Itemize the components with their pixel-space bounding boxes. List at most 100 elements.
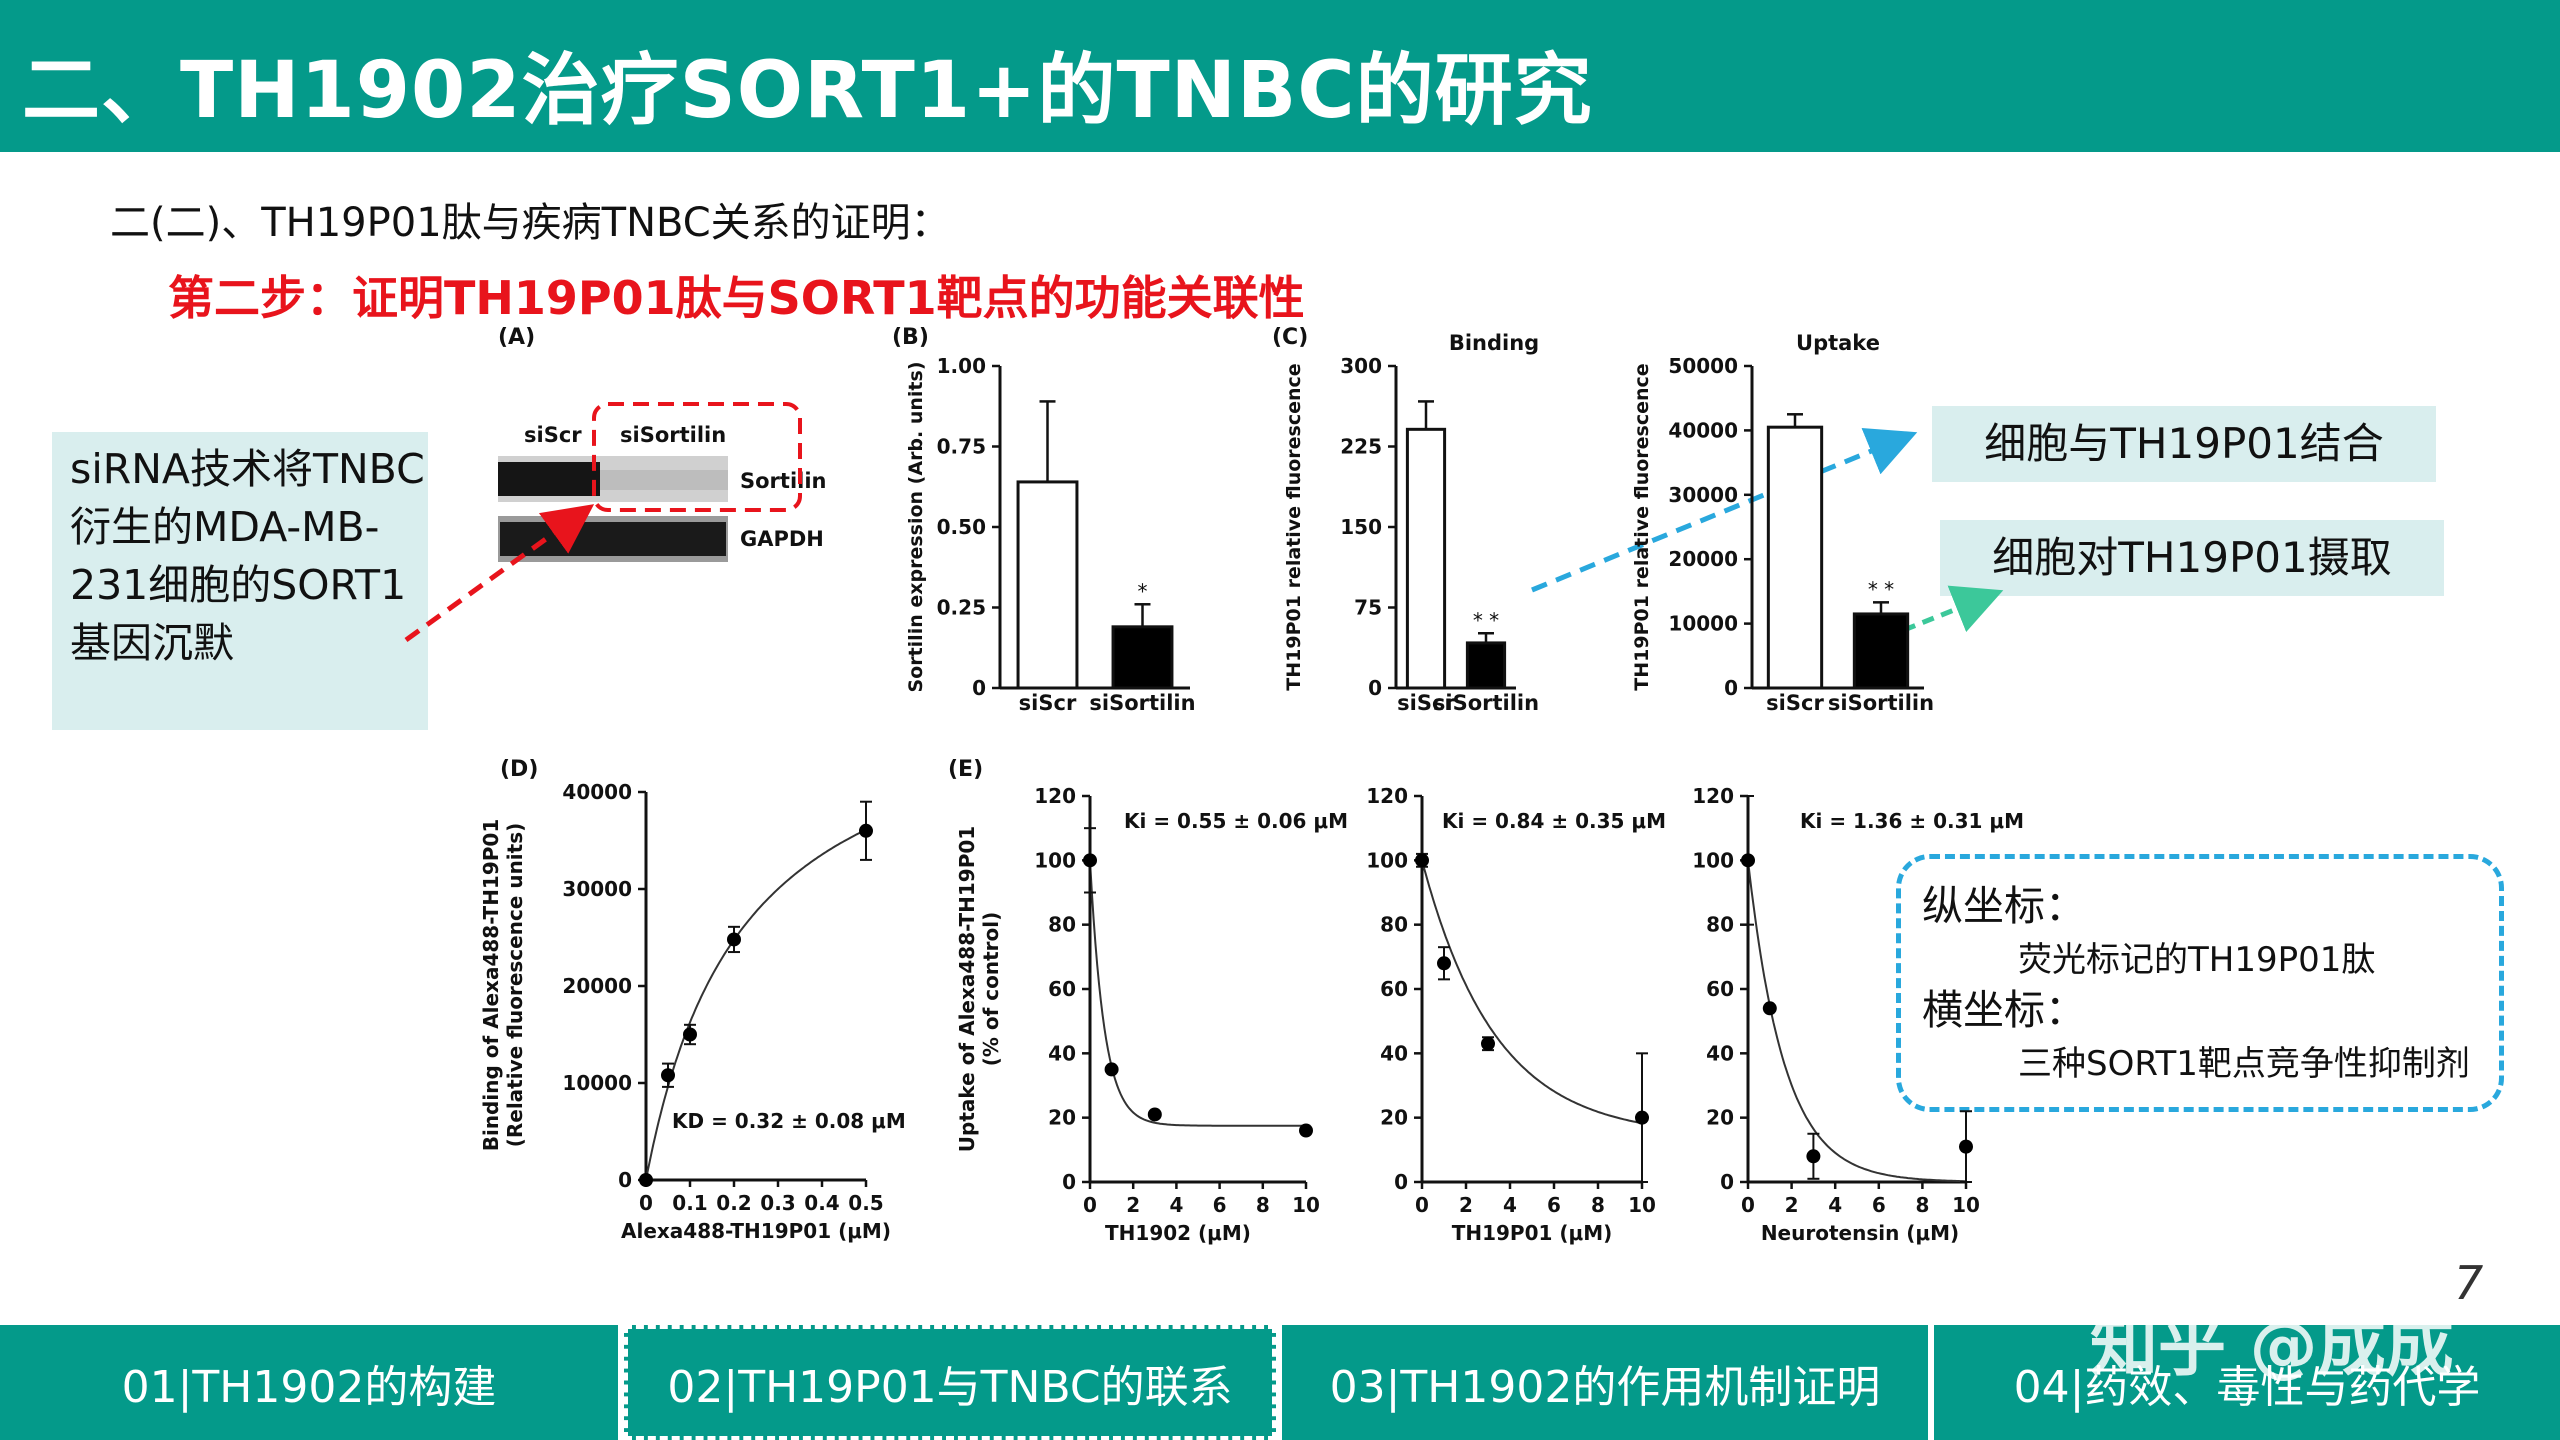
page-title: 二、TH1902治疗SORT1+的TNBC的研究 (22, 46, 1593, 136)
y-tick-label: 60 (1380, 977, 1408, 1001)
y-tick-label: 0 (1720, 1170, 1734, 1194)
x-axis-label: TH19P01 (μM) (1452, 1221, 1613, 1245)
x-tick-label: 6 (1872, 1193, 1886, 1217)
y-tick-label: 120 (1034, 784, 1076, 808)
bar-sisortilin (1852, 612, 1910, 690)
data-point (1481, 1036, 1495, 1051)
axis-explanation-box (1896, 854, 2504, 1112)
page-number: 7 (2454, 1256, 2484, 1310)
y-axis-label: Sortilin expression (Arb. units) (905, 361, 927, 692)
data-point (639, 1173, 653, 1187)
watermark: 知乎 @成成 (2090, 1307, 2454, 1386)
footer-tab-1[interactable]: 01|TH1902的构建 (121, 1361, 497, 1413)
x-tick-label: 0.5 (848, 1191, 883, 1215)
binding-callout: 细胞与TH19P01结合 (1932, 406, 2436, 482)
red-arrow (404, 504, 595, 643)
fit-curve (1421, 860, 1643, 1125)
footer-nav: 01|TH1902的构建 02|TH19P01与TNBC的联系 03|TH190… (0, 1325, 2560, 1440)
y-tick-label: 80 (1380, 913, 1408, 937)
x-tick-label: 6 (1213, 1193, 1227, 1217)
x-tick-label: 10 (1292, 1193, 1320, 1217)
significance-mark: * * (1868, 577, 1894, 601)
footer-tab-4[interactable]: 04|药效、毒性与药代学 (2013, 1361, 2481, 1413)
x-tick-label: 8 (1591, 1193, 1605, 1217)
x-tick-label: 0 (1415, 1193, 1429, 1217)
y-axis-desc: 荧光标记的TH19P01肽 (2018, 940, 2376, 980)
footer-separator (1276, 1325, 1282, 1440)
x-tick-label: 2 (1459, 1193, 1473, 1217)
bar-siscr (1405, 427, 1447, 690)
significance-mark: * * (1473, 608, 1499, 632)
y-tick-label: 40000 (1668, 418, 1738, 442)
blot-lane-siscr: siScr (524, 423, 582, 447)
y-axis-label: Uptake of Alexa488-TH19P01 (955, 826, 979, 1152)
y-tick-label: 10000 (562, 1071, 632, 1095)
y-tick-label: 150 (1340, 515, 1382, 539)
y-tick-label: 40 (1706, 1041, 1734, 1065)
y-tick-label: 120 (1692, 784, 1734, 808)
bar-siscr (1766, 425, 1824, 690)
x-tick-label: 0 (639, 1191, 653, 1215)
significance-mark: * (1138, 579, 1148, 603)
panel-label-c: (C) (1272, 325, 1308, 350)
y-axis-label: TH19P01 relative fluorescence (1283, 363, 1305, 690)
data-point (683, 1027, 697, 1042)
data-point (1104, 1062, 1119, 1077)
data-point (1806, 1149, 1821, 1164)
x-tick-label: 8 (1256, 1193, 1270, 1217)
y-tick-label: 225 (1340, 435, 1382, 459)
y-tick-label: 0.75 (937, 435, 986, 459)
y-tick-label: 1.00 (937, 354, 986, 378)
data-point (661, 1068, 675, 1083)
y-tick-label: 0.25 (937, 596, 986, 620)
y-tick-label: 300 (1340, 354, 1382, 378)
x-tick-label: 0.3 (760, 1191, 795, 1215)
note-box (52, 432, 428, 730)
panel-label-a: (A) (498, 325, 535, 350)
data-point (1083, 853, 1097, 868)
footer-separator (618, 1325, 624, 1440)
y-tick-label: 0 (1724, 676, 1738, 700)
blot-band-gapdh (498, 516, 728, 562)
green-arrow (1903, 585, 2004, 633)
y-tick-label: 0 (1062, 1170, 1076, 1194)
fit-annotation: Ki = 0.84 ± 0.35 μM (1442, 809, 1666, 833)
blue-arrow (1531, 428, 1918, 593)
y-axis-label-secondary: (Relative fluorescence units) (503, 823, 527, 1148)
y-axis-label-secondary: (% of control) (979, 912, 1003, 1067)
x-tick-label: 0 (1083, 1193, 1097, 1217)
y-tick-label: 20 (1048, 1106, 1076, 1130)
data-point (1762, 1001, 1777, 1016)
y-tick-label: 100 (1366, 848, 1408, 872)
y-axis-label: Binding of Alexa488-TH19P01 (479, 819, 503, 1152)
footer-tab-2[interactable]: 02|TH19P01与TNBC的联系 (624, 1325, 1276, 1440)
x-axis-label: Alexa488-TH19P01 (μM) (621, 1219, 891, 1243)
y-tick-label: 80 (1048, 913, 1076, 937)
fit-annotation: Ki = 0.55 ± 0.06 μM (1124, 809, 1348, 833)
note-text: siRNA技术将TNBC衍生的MDA-MB-231细胞的SORT1基因沉默 (70, 445, 425, 667)
chart-title: Binding (1449, 331, 1539, 355)
y-tick-label: 0.50 (937, 515, 986, 539)
data-point (1299, 1123, 1313, 1138)
y-tick-label: 40000 (562, 780, 632, 804)
x-axis-title: 横坐标： (1922, 986, 2086, 1034)
sortilin-highlight (592, 402, 802, 512)
y-axis-label: TH19P01 relative fluorescence (1631, 363, 1653, 690)
fit-curve (1747, 860, 1966, 1183)
blot-row-sortilin: Sortilin (740, 469, 827, 493)
panel-label-b: (B) (892, 325, 929, 350)
x-tick-label: 4 (1169, 1193, 1183, 1217)
x-tick-label: 10 (1628, 1193, 1656, 1217)
x-category-label: siScr (1766, 691, 1824, 715)
x-tick-label: 0.1 (672, 1191, 707, 1215)
y-tick-label: 0 (618, 1168, 632, 1192)
y-tick-label: 30000 (1668, 483, 1738, 507)
y-tick-label: 60 (1048, 977, 1076, 1001)
bar-siscr (1016, 480, 1079, 690)
footer-tab-3[interactable]: 03|TH1902的作用机制证明 (1329, 1361, 1881, 1413)
x-tick-label: 4 (1503, 1193, 1517, 1217)
fit-annotation: Ki = 1.36 ± 0.31 μM (1800, 809, 2024, 833)
fit-annotation: KD = 0.32 ± 0.08 μM (672, 1109, 906, 1133)
panel-label-e: (E) (948, 757, 983, 782)
